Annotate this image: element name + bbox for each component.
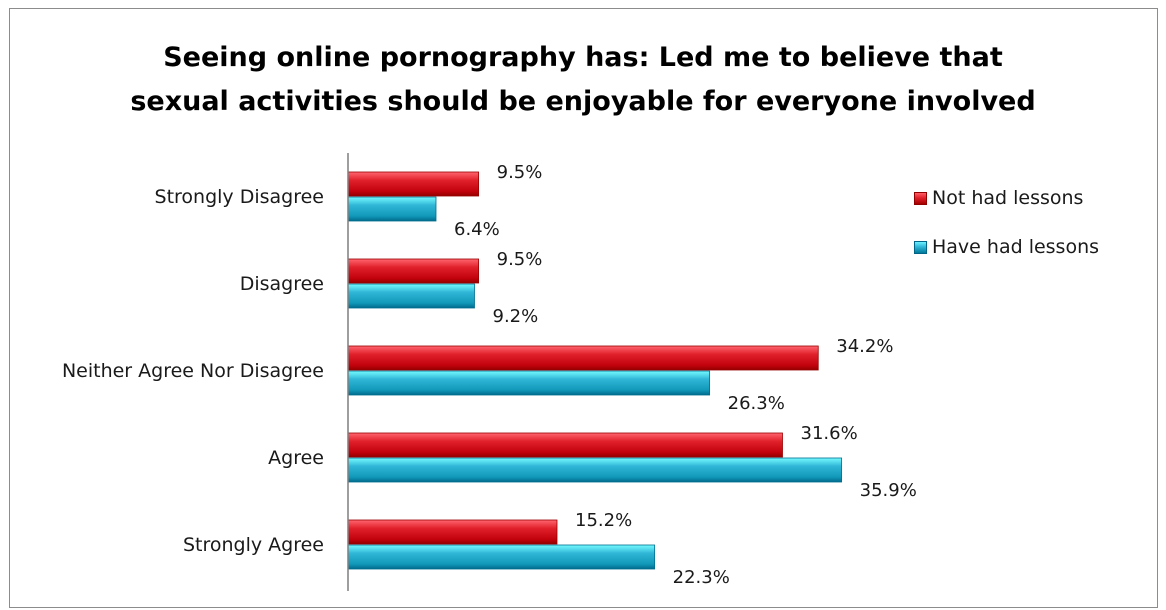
- data-label-have-had-lessons-disagree: 9.2%: [493, 306, 539, 327]
- legend-label-have-had-lessons: Have had lessons: [932, 236, 1100, 258]
- bars-layer: [347, 171, 843, 570]
- legend-label-not-had-lessons: Not had lessons: [932, 187, 1084, 209]
- bar-have-had-lessons-neither-agree-nor-disagree: [347, 370, 711, 396]
- data-label-not-had-lessons-agree: 31.6%: [801, 423, 858, 444]
- chart-title-line-2: sexual activities should be enjoyable fo…: [130, 86, 1036, 117]
- bar-have-had-lessons-disagree: [347, 283, 475, 309]
- data-label-have-had-lessons-agree: 35.9%: [860, 480, 917, 501]
- data-label-not-had-lessons-disagree: 9.5%: [497, 249, 543, 270]
- legend-item-not-had-lessons: Not had lessons: [914, 184, 1099, 212]
- labels-layer: Strongly Disagree 9.5% 6.4% Disagree 9.5% 9.2…: [62, 162, 917, 588]
- category-label-agree: Agree: [268, 447, 324, 469]
- bar-have-had-lessons-strongly-disagree: [347, 196, 437, 222]
- bar-not-had-lessons-strongly-agree: [347, 519, 558, 545]
- data-label-have-had-lessons-strongly-disagree: 6.4%: [454, 219, 500, 240]
- legend-swatch-have-had-lessons: [914, 240, 927, 254]
- chart-frame: [9, 8, 1158, 608]
- legend: Not had lessons Have had lessons: [914, 184, 1099, 282]
- bar-have-had-lessons-strongly-agree: [347, 544, 656, 570]
- category-label-neither-agree-nor-disagree: Neither Agree Nor Disagree: [62, 360, 324, 382]
- category-label-disagree: Disagree: [240, 273, 324, 295]
- legend-item-have-had-lessons: Have had lessons: [914, 233, 1099, 261]
- category-label-strongly-agree: Strongly Agree: [183, 534, 324, 556]
- data-label-not-had-lessons-strongly-disagree: 9.5%: [497, 162, 543, 183]
- category-label-strongly-disagree: Strongly Disagree: [155, 186, 324, 208]
- legend-swatch-not-had-lessons: [914, 191, 927, 205]
- data-label-have-had-lessons-neither-agree-nor-disagree: 26.3%: [728, 393, 785, 414]
- bar-not-had-lessons-neither-agree-nor-disagree: [347, 345, 819, 371]
- bar-not-had-lessons-strongly-disagree: [347, 171, 480, 197]
- data-label-not-had-lessons-strongly-agree: 15.2%: [575, 510, 632, 531]
- data-label-have-had-lessons-strongly-agree: 22.3%: [673, 567, 730, 588]
- data-label-not-had-lessons-neither-agree-nor-disagree: 34.2%: [836, 336, 893, 357]
- bar-not-had-lessons-agree: [347, 432, 783, 458]
- chart-title: Seeing online pornography has: Led me to…: [0, 36, 1166, 124]
- bar-not-had-lessons-disagree: [347, 258, 480, 284]
- bar-have-had-lessons-agree: [347, 457, 843, 483]
- chart-title-line-1: Seeing online pornography has: Led me to…: [163, 42, 1003, 73]
